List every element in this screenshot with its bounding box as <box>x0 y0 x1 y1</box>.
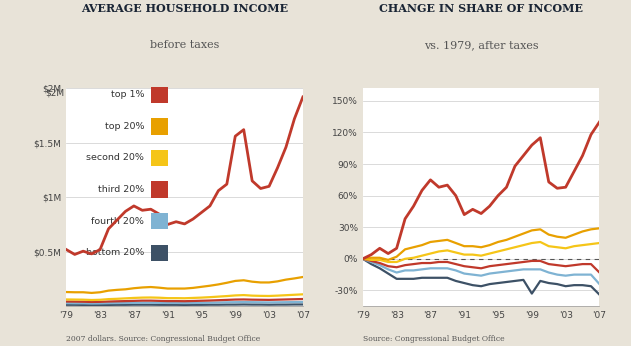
Text: CHANGE IN SHARE OF INCOME: CHANGE IN SHARE OF INCOME <box>379 3 583 15</box>
FancyBboxPatch shape <box>151 86 168 103</box>
Text: third 20%: third 20% <box>98 185 144 194</box>
FancyBboxPatch shape <box>151 245 168 261</box>
Text: top 1%: top 1% <box>111 90 144 99</box>
Text: AVERAGE HOUSEHOLD INCOME: AVERAGE HOUSEHOLD INCOME <box>81 3 288 15</box>
FancyBboxPatch shape <box>151 181 168 198</box>
Text: $2M: $2M <box>45 88 64 97</box>
Text: second 20%: second 20% <box>86 154 144 163</box>
FancyBboxPatch shape <box>151 118 168 135</box>
Text: bottom 20%: bottom 20% <box>86 248 144 257</box>
Text: fourth 20%: fourth 20% <box>91 217 144 226</box>
Text: Source: Congressional Budget Office: Source: Congressional Budget Office <box>363 335 504 343</box>
FancyBboxPatch shape <box>151 213 168 229</box>
Text: 2007 dollars. Source: Congressional Budget Office: 2007 dollars. Source: Congressional Budg… <box>66 335 261 343</box>
FancyBboxPatch shape <box>151 150 168 166</box>
Text: top 20%: top 20% <box>105 122 144 131</box>
Text: vs. 1979, after taxes: vs. 1979, after taxes <box>424 40 538 50</box>
Text: before taxes: before taxes <box>150 40 219 50</box>
